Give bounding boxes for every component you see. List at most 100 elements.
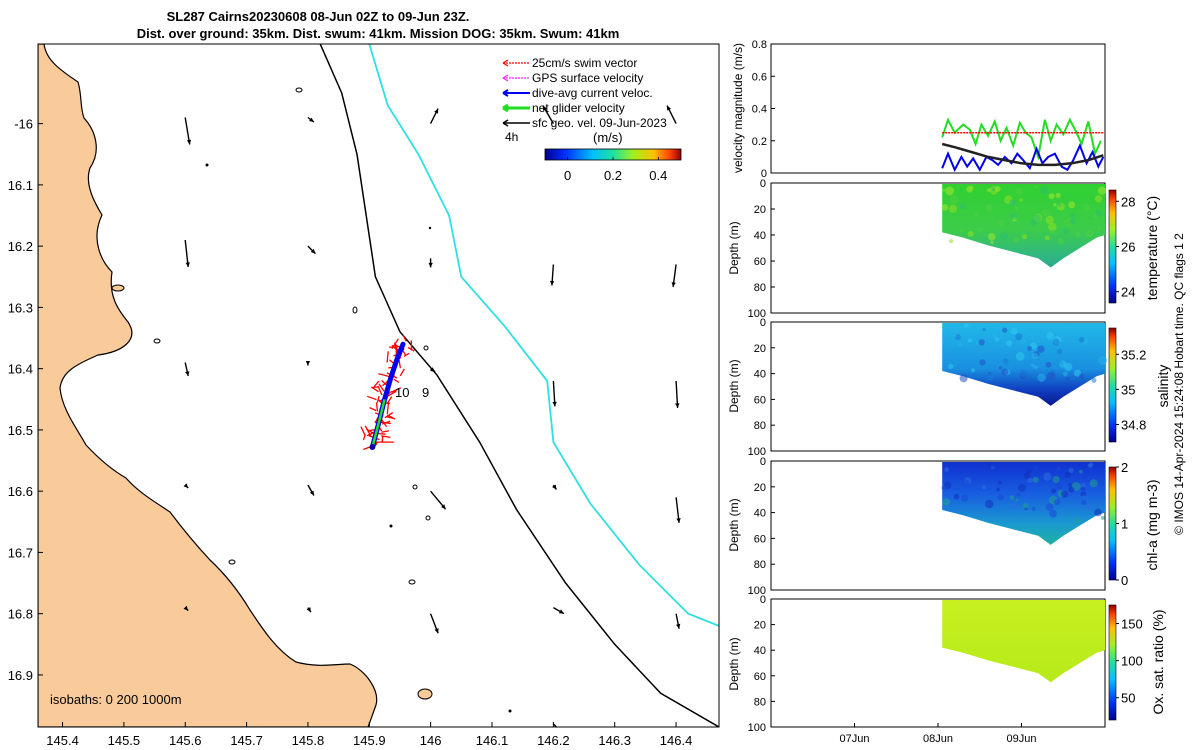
swim-vector-arrow: [376, 395, 380, 403]
chl-texture-blob: [1094, 508, 1102, 517]
sfc-geo-vector-head: [671, 282, 676, 287]
chl-texture-blob: [1057, 467, 1061, 471]
swim-vector-arrow: [363, 446, 370, 451]
chl-texture-blob: [1089, 479, 1098, 488]
reef: [295, 87, 303, 93]
temperature-depth-label: Depth (m): [727, 221, 741, 274]
reef: [423, 345, 429, 351]
temperature-depth-tick-label: 100: [748, 308, 766, 320]
legend-arrowhead-net-glider: [502, 103, 509, 113]
temp-texture-blob: [1095, 209, 1103, 217]
salinity-colorbar: [1108, 327, 1117, 443]
sal-texture-blob: [1010, 327, 1018, 335]
chl-texture-blob: [961, 494, 969, 502]
temp-texture-blob: [973, 212, 979, 217]
map-legend: 25cm/s swim vector GPS surface velocity …: [502, 56, 682, 183]
oxygen-panel: 0 20 40 60 80 100 Depth (m) 50 100 150 Ox. sat.…: [727, 594, 1166, 745]
map-x-tick-label: 146.4: [660, 733, 693, 748]
map-content: [38, 44, 719, 727]
legend-label-sfc-geo: sfc geo. vel. 09-Jun-2023: [532, 116, 667, 130]
chl-texture-blob: [1068, 467, 1074, 474]
oxygen-section: [942, 600, 1105, 683]
chl-texture-blob: [1022, 503, 1029, 509]
colorbar-tick-label: 35.2: [1121, 347, 1146, 362]
legend-arrowhead-sfc-geo: [502, 119, 509, 127]
colorbar-tick-label: 28: [1121, 194, 1135, 209]
chl-texture-blob: [953, 493, 960, 500]
temp-texture-blob: [1097, 226, 1101, 230]
reef: [153, 338, 161, 344]
velocity-y-tick-label: 0.4: [752, 104, 767, 116]
sal-texture-blob: [992, 333, 998, 339]
temp-texture-blob: [1034, 185, 1038, 189]
velocity-series: [941, 117, 1105, 173]
chl-texture-blob: [1049, 509, 1057, 518]
temperature-depth-tick-label: 20: [754, 204, 766, 216]
swim-vector-arrow: [360, 426, 366, 436]
temp-texture-blob: [949, 195, 959, 204]
sal-texture-blob: [1057, 348, 1063, 355]
oxygen-colorbar: [1108, 604, 1117, 721]
map-panel: 9 10 145.4 145.5 145.6 145.7 145.8 145.9 146 14…: [8, 43, 720, 748]
sal-texture-blob: [1045, 361, 1052, 368]
temp-texture-blob: [1032, 214, 1042, 223]
chl-texture-blob: [1028, 472, 1032, 476]
colorbar-tick-label: 150: [1121, 617, 1143, 632]
sal-texture-blob: [1030, 333, 1034, 338]
salinity-depth-label: Depth (m): [727, 359, 741, 412]
swim-vector-arrow: [384, 412, 394, 419]
chl-texture-blob: [1032, 476, 1039, 483]
swim-vector-arrow: [399, 368, 405, 377]
temp-texture-blob: [1048, 222, 1057, 232]
swim-vector-arrow: [402, 334, 407, 342]
sfc-geo-vector-head: [186, 139, 192, 145]
sal-texture-blob: [1020, 337, 1027, 344]
sfc-geo-vector-head: [310, 248, 316, 254]
chl-texture-blob: [1067, 482, 1072, 487]
copyright-note: © IMOS 14-Apr-2024 15:24:08 Hobart time.…: [1172, 233, 1186, 535]
velocity-ylabel: velocity magnitude (m/s): [731, 43, 745, 173]
legend-tag-4h: 4h: [505, 130, 518, 144]
map-x-tick-label: 146.1: [476, 733, 509, 748]
salinity-depth-tick-label: 80: [754, 420, 766, 432]
chla-depth-axis: 0 20 40 60 80 100: [748, 456, 775, 597]
oxygen-depth-label: Depth (m): [727, 637, 741, 690]
chl-texture-blob: [988, 462, 994, 468]
sal-texture-blob: [979, 359, 986, 366]
temp-texture-blob: [1070, 213, 1075, 218]
sal-texture-blob: [1047, 371, 1056, 381]
chl-texture-blob: [1045, 503, 1054, 511]
temp-texture-blob: [1040, 185, 1049, 195]
sal-texture-blob: [1002, 358, 1009, 364]
temp-texture-blob: [1068, 201, 1076, 209]
swim-vector-arrow: [387, 390, 397, 397]
colorbar-tick-label: 24: [1121, 285, 1135, 300]
map-y-tick-label: 16.5: [8, 423, 33, 438]
map-y-tick-label: 16.3: [8, 300, 33, 315]
velocity-y-tick-label: 0: [761, 168, 767, 180]
map-y-tick-label: 16.6: [8, 484, 33, 499]
velocity-series-line: [941, 142, 1104, 167]
sfc-geo-vector-head: [558, 609, 564, 614]
temperature-texture: [941, 185, 1107, 245]
chl-texture-blob: [1027, 477, 1033, 483]
temp-texture-blob: [1014, 206, 1019, 211]
legend-label-net-glider: net glider velocity: [532, 101, 625, 115]
velocity-series-line: [941, 117, 1102, 161]
map-frame: [37, 43, 720, 728]
swim-vector-arrow: [364, 425, 372, 437]
title-line-1: SL287 Cairns20230608 08-Jun 02Z to 09-Ju…: [167, 9, 470, 24]
oxygen-depth-tick-label: 100: [748, 722, 766, 734]
chl-texture-blob: [1015, 498, 1019, 502]
temp-texture-blob: [959, 203, 966, 210]
sal-texture-blob: [1037, 373, 1046, 382]
sal-texture-blob: [1052, 338, 1060, 346]
swim-vector-arrow: [371, 386, 378, 389]
temp-texture-blob: [1062, 227, 1070, 235]
chla-panel: 0 20 40 60 80 100 Depth (m) 0 1 2 chl-a (mg m-3…: [727, 456, 1160, 597]
island: [417, 688, 433, 700]
temp-texture-blob: [1094, 195, 1103, 203]
temp-texture-blob: [1075, 231, 1081, 238]
temp-texture-blob: [985, 204, 993, 212]
